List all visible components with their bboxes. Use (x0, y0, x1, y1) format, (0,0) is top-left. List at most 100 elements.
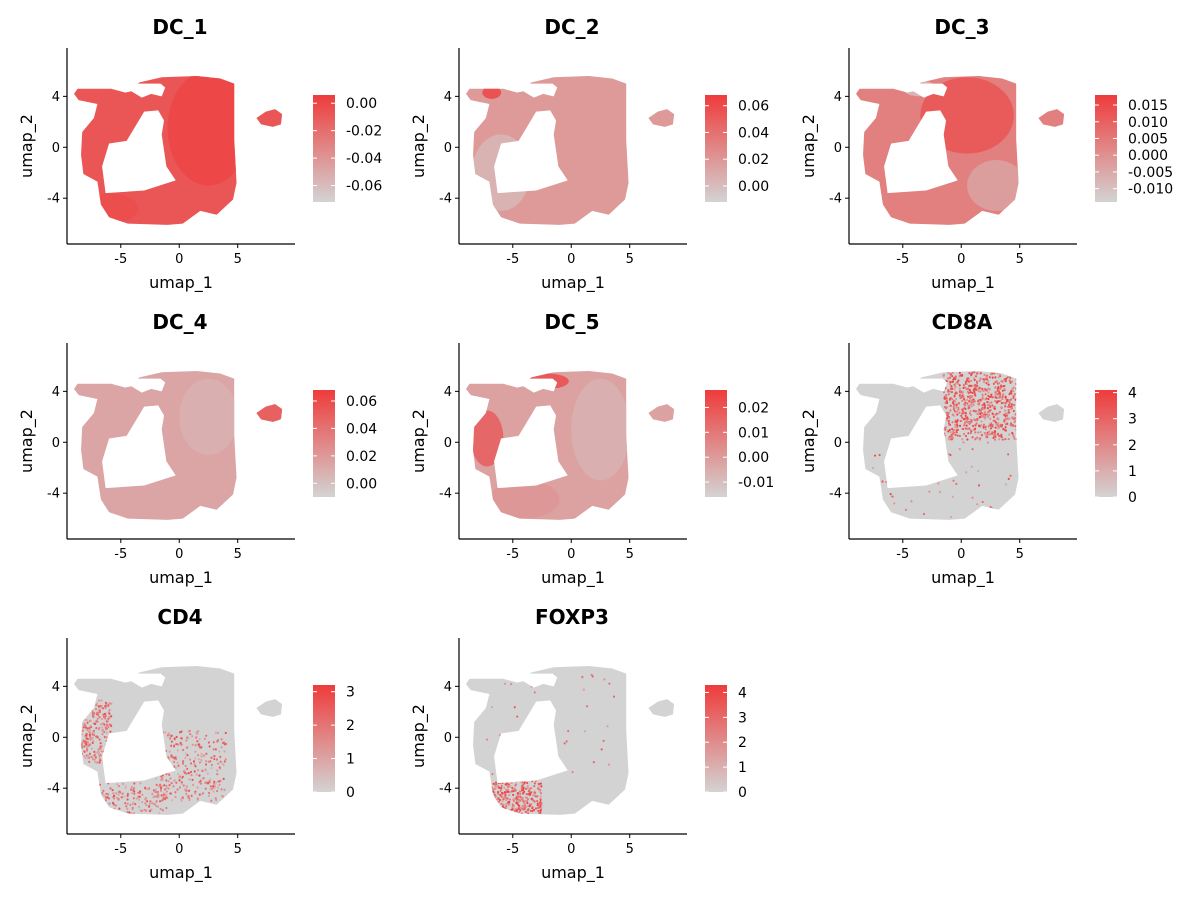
cell-point (966, 395, 970, 398)
cell-point (198, 774, 201, 777)
cell-point (200, 752, 203, 755)
cell-point (224, 758, 227, 761)
cell-point (991, 396, 994, 399)
cell-point (168, 750, 171, 753)
cell-point (986, 436, 989, 439)
cell-point (94, 760, 97, 764)
cell-point (975, 422, 978, 425)
cell-point (117, 793, 120, 796)
cell-point (518, 790, 522, 793)
cell-point (493, 806, 497, 809)
x-axis-label: umap_1 (541, 863, 605, 883)
cell-point (97, 713, 100, 716)
cell-point (1001, 438, 1004, 441)
colorbar-label: 0.01 (738, 425, 769, 441)
cell-point (1012, 386, 1015, 389)
cell-point (954, 426, 957, 429)
cell-point (524, 799, 527, 803)
cell-point (536, 795, 539, 798)
cell-point (102, 707, 105, 710)
colorbar-label: 3 (1128, 412, 1137, 428)
cell-point (984, 433, 987, 437)
cell-point (188, 758, 192, 761)
cell-point (974, 394, 977, 397)
cell-point (968, 372, 971, 375)
cell-point (948, 376, 952, 379)
cell-point (988, 507, 991, 510)
cell-point (1015, 396, 1018, 400)
cell-point (181, 796, 184, 799)
cell-point (214, 781, 217, 785)
cell-point (493, 811, 496, 815)
cell-point (958, 411, 961, 415)
cell-point (170, 781, 173, 785)
cell-point (208, 745, 211, 748)
cell-point (85, 718, 88, 722)
cell-point (998, 391, 1001, 394)
y-axis-label: umap_2 (409, 114, 429, 178)
cell-point (83, 745, 86, 748)
cell-point (155, 800, 158, 803)
cell-point (988, 388, 991, 391)
cell-point (1000, 406, 1003, 409)
cell-point (108, 716, 111, 719)
panel-cd4: CD4 -5 0 5 4 0 -4 umap_1 umap_2 3 2 1 0 (17, 605, 355, 883)
x-tick-label: 0 (567, 842, 575, 857)
cell-point (510, 682, 513, 686)
cell-point (980, 434, 983, 437)
cell-point (133, 782, 136, 785)
cell-point (124, 802, 127, 805)
cell-point (1012, 409, 1015, 413)
cell-point (994, 426, 997, 429)
cell-point (1014, 398, 1017, 401)
cell-point (91, 736, 94, 739)
cell-point (510, 781, 513, 785)
cell-point (194, 750, 197, 753)
cell-point (183, 769, 186, 773)
colorbar-label: 0 (1128, 490, 1137, 506)
cell-point (523, 781, 526, 784)
colorbar (705, 390, 727, 497)
cell-point (970, 405, 973, 408)
colorbar-label: -0.01 (738, 475, 774, 491)
cell-point (971, 398, 974, 402)
cell-point (962, 395, 965, 398)
cell-point (121, 792, 124, 795)
cell-point (952, 436, 955, 439)
cell-point (948, 428, 951, 432)
cell-point (1015, 428, 1018, 431)
cell-point (1007, 409, 1010, 412)
cell-point (983, 431, 986, 435)
cell-point (198, 761, 201, 764)
cell-point (105, 810, 108, 813)
cell-point (987, 397, 990, 401)
cell-point (952, 428, 955, 432)
cell-point (80, 714, 83, 717)
cell-point (984, 428, 987, 431)
cell-point (496, 807, 499, 810)
cell-point (1006, 373, 1009, 376)
cell-point (494, 805, 497, 809)
y-axis-label: umap_2 (799, 409, 819, 473)
panel-foxp3: FOXP3 -5 0 5 4 0 -4 umap_1 umap_2 4 3 2 1 0 (409, 605, 747, 883)
cell-point (994, 421, 997, 424)
cell-point (953, 403, 956, 406)
cell-point (966, 417, 969, 420)
cell-point (947, 430, 950, 433)
cell-point (975, 419, 978, 422)
cell-point (204, 781, 207, 784)
colorbar-label: 0.04 (346, 421, 377, 437)
cell-point (188, 789, 191, 792)
cell-point (166, 734, 169, 737)
cell-point (157, 793, 160, 797)
cell-point (1004, 402, 1007, 405)
cell-point (491, 705, 494, 709)
cell-point (85, 706, 88, 710)
colorbar (705, 685, 727, 792)
colorbar-label: 0 (738, 785, 747, 801)
y-tick-label: 0 (444, 141, 452, 156)
cell-point (974, 438, 977, 441)
cell-point (162, 793, 165, 796)
cell-point (1004, 396, 1007, 399)
cell-point (948, 390, 951, 393)
